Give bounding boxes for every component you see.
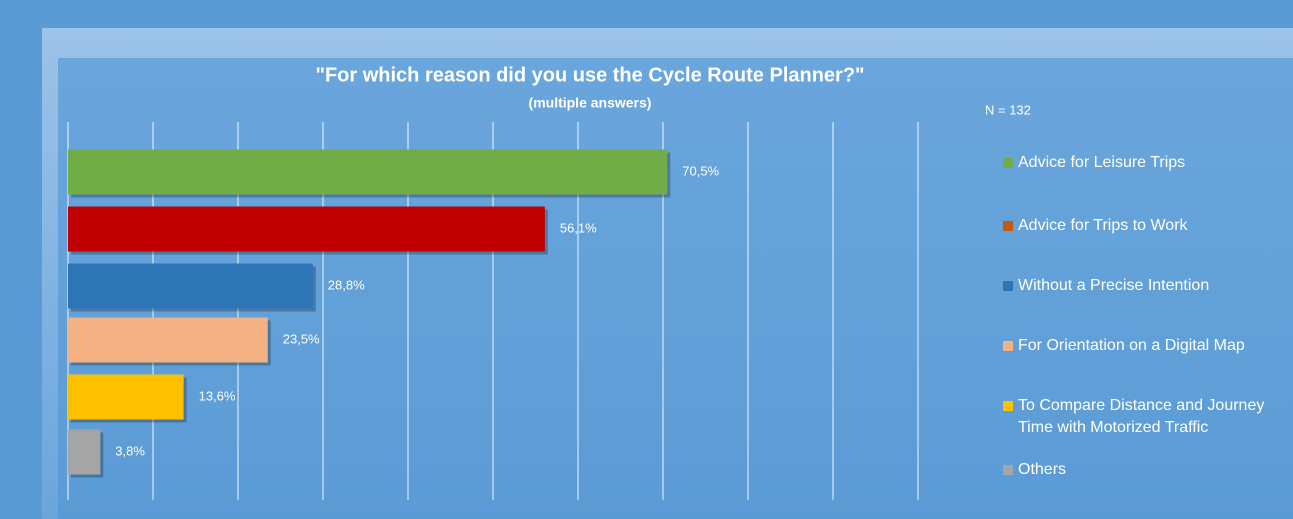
legend-label: To Compare Distance and Journey Time with… xyxy=(1018,397,1264,436)
chart-subtitle: (multiple answers) xyxy=(529,95,652,111)
bar xyxy=(68,317,268,363)
bar xyxy=(68,374,184,420)
value-label: 23,5% xyxy=(283,331,320,346)
legend-marker xyxy=(1003,341,1013,351)
bar xyxy=(68,149,668,195)
legend-label: Advice for Leisure Trips xyxy=(1018,154,1185,171)
legend-marker xyxy=(1003,158,1013,168)
bar xyxy=(68,206,545,252)
legend-label: For Orientation on a Digital Map xyxy=(1018,337,1245,354)
annotation: N = 132 xyxy=(985,102,1031,117)
legend-marker xyxy=(1003,281,1013,291)
value-label: 3,8% xyxy=(115,443,145,458)
value-label: 70,5% xyxy=(682,163,719,178)
legend-label: Others xyxy=(1018,461,1066,478)
value-label: 56,1% xyxy=(560,220,597,235)
value-label: 28,8% xyxy=(328,277,365,292)
legend-marker xyxy=(1003,401,1013,411)
value-label: 13,6% xyxy=(199,388,236,403)
legend-label: Advice for Trips to Work xyxy=(1018,217,1189,234)
legend-marker xyxy=(1003,465,1013,475)
legend-marker xyxy=(1003,221,1013,231)
bar xyxy=(68,263,313,309)
chart-title: "For which reason did you use the Cycle … xyxy=(315,64,864,86)
legend-label: Without a Precise Intention xyxy=(1018,277,1209,294)
bar xyxy=(68,429,101,475)
